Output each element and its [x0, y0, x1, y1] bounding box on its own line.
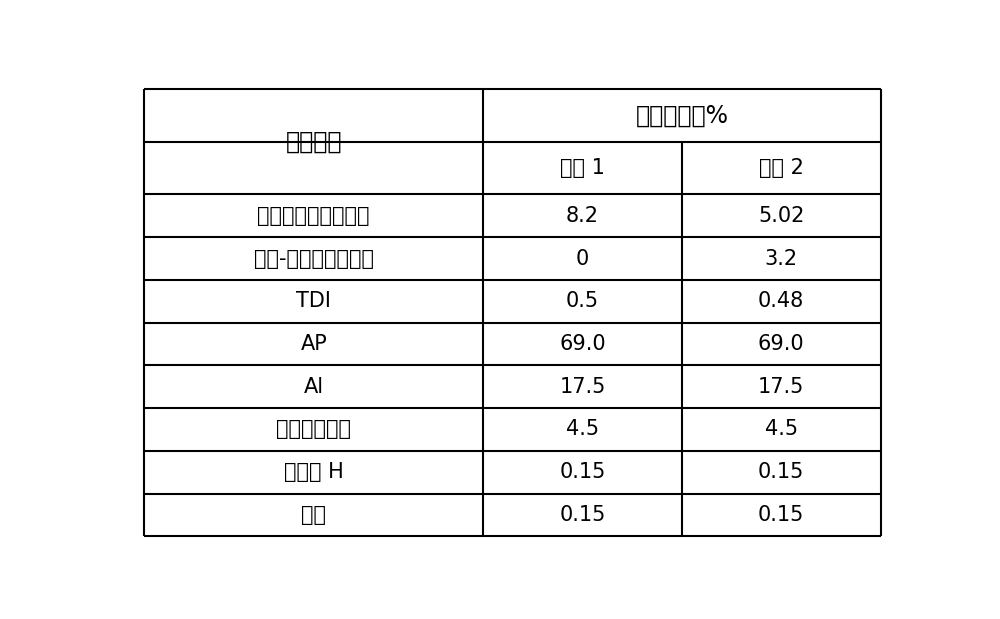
Text: 配方 2: 配方 2: [759, 158, 804, 178]
Text: 0.15: 0.15: [559, 462, 606, 482]
Text: 其他: 其他: [301, 505, 326, 525]
Text: 硝化端羟基聚丁二烯: 硝化端羟基聚丁二烯: [257, 206, 370, 226]
Text: 癸二酸二辛酯: 癸二酸二辛酯: [276, 420, 351, 439]
Text: 17.5: 17.5: [559, 377, 606, 397]
Text: 4.5: 4.5: [566, 420, 599, 439]
Text: 17.5: 17.5: [758, 377, 804, 397]
Text: 防老剂 H: 防老剂 H: [284, 462, 344, 482]
Text: 0.48: 0.48: [758, 292, 804, 311]
Text: 8.2: 8.2: [566, 206, 599, 226]
Text: 配方组成: 配方组成: [285, 130, 342, 154]
Text: 0: 0: [576, 249, 589, 269]
Text: 4.5: 4.5: [765, 420, 798, 439]
Text: Al: Al: [304, 377, 324, 397]
Text: 质量百分数%: 质量百分数%: [635, 103, 728, 128]
Text: 0.15: 0.15: [758, 505, 804, 525]
Text: 0.15: 0.15: [559, 505, 606, 525]
Text: 0.5: 0.5: [566, 292, 599, 311]
Text: TDI: TDI: [296, 292, 331, 311]
Text: 69.0: 69.0: [758, 334, 805, 354]
Text: 69.0: 69.0: [559, 334, 606, 354]
Text: AP: AP: [300, 334, 327, 354]
Text: 聚酯-丁羟嵌段聚合物: 聚酯-丁羟嵌段聚合物: [254, 249, 374, 269]
Text: 5.02: 5.02: [758, 206, 804, 226]
Text: 配方 1: 配方 1: [560, 158, 605, 178]
Text: 0.15: 0.15: [758, 462, 804, 482]
Text: 3.2: 3.2: [765, 249, 798, 269]
